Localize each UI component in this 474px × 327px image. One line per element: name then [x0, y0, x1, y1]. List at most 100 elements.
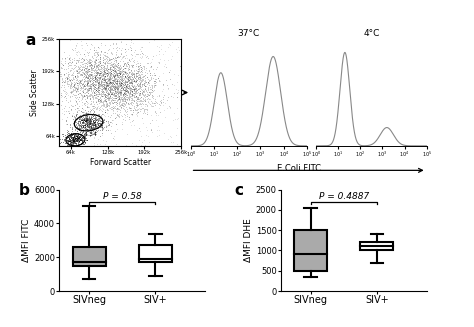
Point	[113, 64, 120, 70]
Point	[81, 118, 89, 124]
Point	[77, 130, 84, 135]
Point	[145, 77, 153, 82]
Point	[127, 86, 135, 91]
Point	[98, 124, 105, 129]
Point	[151, 80, 158, 85]
Point	[117, 104, 125, 109]
Point	[64, 81, 71, 87]
Point	[94, 115, 101, 121]
Point	[114, 70, 122, 76]
Point	[87, 128, 95, 133]
Point	[57, 73, 64, 78]
Point	[57, 139, 65, 144]
Point	[102, 76, 109, 81]
Point	[109, 87, 116, 92]
Point	[68, 140, 75, 145]
Point	[59, 133, 67, 138]
Point	[68, 89, 76, 94]
Point	[90, 122, 97, 127]
Point	[128, 73, 136, 78]
Point	[107, 51, 115, 56]
Point	[129, 62, 137, 68]
Point	[69, 72, 76, 77]
Point	[97, 79, 105, 84]
Point	[129, 85, 137, 90]
Point	[74, 132, 82, 137]
Point	[86, 83, 94, 88]
Point	[55, 81, 63, 86]
Point	[106, 76, 113, 81]
Text: 4.34: 4.34	[84, 132, 98, 137]
Point	[90, 77, 97, 83]
Point	[74, 137, 82, 142]
Point	[123, 82, 131, 87]
Point	[110, 75, 118, 80]
Point	[91, 142, 98, 147]
Point	[83, 138, 91, 143]
Point	[70, 134, 78, 139]
Point	[132, 88, 140, 94]
Point	[89, 107, 97, 112]
Point	[76, 137, 84, 143]
Point	[109, 118, 117, 123]
Point	[71, 93, 79, 98]
Point	[87, 72, 94, 77]
Point	[88, 77, 95, 82]
Point	[82, 127, 89, 132]
Point	[132, 85, 139, 91]
Point	[77, 118, 84, 123]
Point	[155, 51, 163, 56]
Point	[126, 108, 133, 113]
Point	[113, 89, 120, 95]
Point	[82, 136, 90, 141]
Point	[117, 39, 125, 44]
Point	[70, 111, 77, 116]
Point	[112, 89, 119, 94]
Point	[145, 93, 152, 98]
Point	[125, 70, 132, 75]
Point	[90, 73, 98, 78]
Point	[73, 124, 81, 129]
Point	[88, 117, 95, 122]
Point	[78, 92, 85, 97]
Point	[40, 74, 48, 79]
Point	[155, 74, 163, 79]
Point	[85, 125, 93, 130]
Point	[101, 69, 109, 75]
Point	[148, 130, 155, 135]
Point	[107, 80, 115, 85]
Point	[92, 82, 100, 88]
Point	[142, 73, 149, 78]
Point	[116, 93, 124, 98]
Point	[80, 58, 88, 63]
Point	[100, 57, 107, 62]
Point	[84, 123, 91, 129]
Point	[87, 82, 95, 87]
Point	[85, 52, 92, 57]
Point	[80, 93, 88, 98]
Point	[55, 102, 63, 108]
Point	[92, 118, 100, 123]
Point	[103, 69, 110, 74]
Point	[90, 82, 98, 87]
Point	[108, 87, 115, 92]
Point	[85, 60, 93, 66]
Point	[96, 75, 103, 80]
Point	[117, 83, 124, 88]
Point	[117, 90, 125, 95]
Point	[95, 121, 102, 126]
Point	[168, 81, 175, 87]
Point	[97, 113, 105, 118]
Point	[76, 62, 84, 67]
Point	[122, 69, 130, 74]
Point	[86, 120, 93, 125]
Point	[64, 77, 71, 82]
Point	[81, 133, 89, 139]
Point	[101, 73, 109, 78]
Point	[71, 137, 78, 143]
Point	[66, 121, 74, 126]
Point	[67, 83, 74, 89]
Point	[133, 110, 140, 115]
Point	[135, 69, 142, 75]
Point	[66, 139, 74, 144]
